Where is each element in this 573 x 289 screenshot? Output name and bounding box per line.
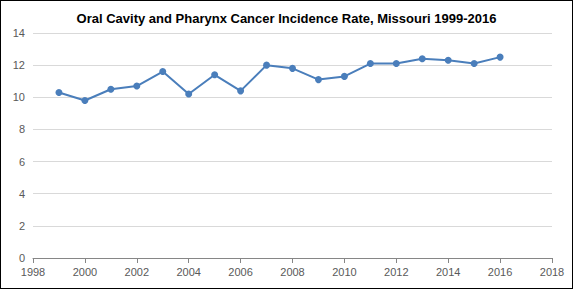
svg-text:12: 12 <box>13 59 25 71</box>
svg-text:Oral Cavity and Pharynx Cancer: Oral Cavity and Pharynx Cancer Incidence… <box>77 11 497 26</box>
svg-text:2004: 2004 <box>176 266 200 278</box>
svg-text:4: 4 <box>19 188 25 200</box>
svg-text:8: 8 <box>19 123 25 135</box>
svg-text:14: 14 <box>13 27 25 39</box>
svg-text:2014: 2014 <box>436 266 460 278</box>
svg-text:10: 10 <box>13 91 25 103</box>
svg-text:2008: 2008 <box>280 266 304 278</box>
svg-text:2002: 2002 <box>125 266 149 278</box>
svg-text:2010: 2010 <box>332 266 356 278</box>
svg-text:2: 2 <box>19 220 25 232</box>
svg-text:2000: 2000 <box>73 266 97 278</box>
svg-text:2018: 2018 <box>540 266 564 278</box>
svg-text:2016: 2016 <box>488 266 512 278</box>
svg-text:6: 6 <box>19 156 25 168</box>
svg-text:2006: 2006 <box>228 266 252 278</box>
svg-text:2012: 2012 <box>384 266 408 278</box>
svg-text:0: 0 <box>19 252 25 264</box>
svg-text:1998: 1998 <box>21 266 45 278</box>
